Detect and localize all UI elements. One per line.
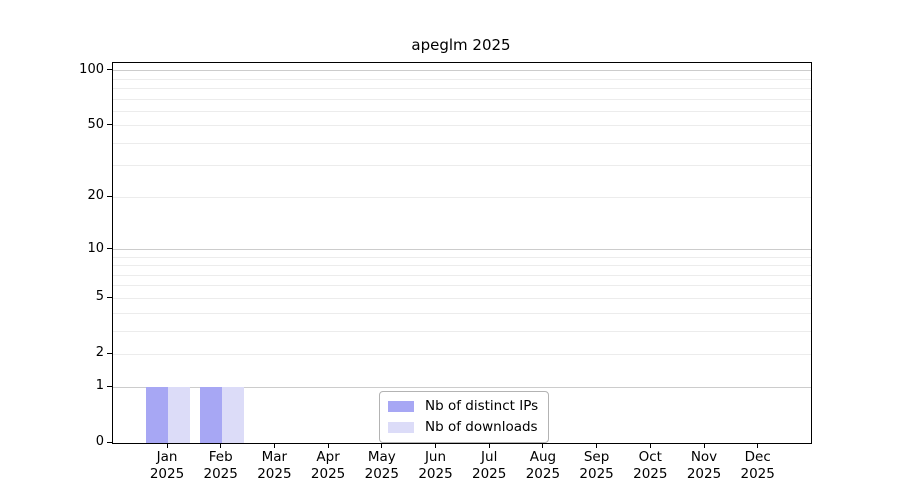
y-tick-label: 0 — [95, 434, 104, 449]
month-label: Jun — [424, 449, 447, 465]
major-gridline — [113, 249, 811, 251]
bar-downloads — [221, 387, 244, 443]
bar-downloads — [168, 387, 190, 443]
minor-gridline — [113, 297, 811, 299]
plot-area: Nb of distinct IPs Nb of downloads — [112, 62, 812, 444]
year-label: 2025 — [257, 466, 292, 482]
month-label: Nov — [690, 449, 718, 465]
month-label: Apr — [316, 449, 340, 465]
year-label: 2025 — [740, 466, 775, 482]
legend-row: Nb of downloads — [388, 419, 538, 435]
month-label: Jul — [481, 449, 498, 465]
minor-gridline — [113, 312, 811, 314]
minor-gridline — [113, 285, 811, 287]
chart-title: apeglm 2025 — [411, 36, 511, 54]
major-gridline — [113, 70, 811, 72]
year-label: 2025 — [472, 466, 507, 482]
x-tick-label: Mar 2025 — [242, 449, 306, 483]
year-label: 2025 — [310, 466, 346, 482]
minor-gridline — [113, 330, 811, 332]
minor-gridline — [113, 87, 811, 89]
legend-label: Nb of distinct IPs — [425, 398, 539, 414]
month-label: Sep — [583, 449, 610, 465]
legend-label: Nb of downloads — [425, 419, 538, 435]
x-axis-tick — [542, 443, 544, 448]
y-tick-label: 20 — [87, 188, 104, 204]
x-axis-tick — [327, 443, 329, 448]
x-axis-tick — [435, 443, 436, 448]
month-label: Jan — [156, 449, 178, 465]
minor-gridline — [113, 78, 811, 80]
year-label: 2025 — [418, 466, 453, 482]
month-label: Oct — [638, 449, 662, 465]
x-tick-label: Nov 2025 — [672, 449, 736, 483]
year-label: 2025 — [579, 466, 614, 482]
x-axis-tick — [703, 443, 705, 448]
y-axis-tick — [107, 385, 112, 387]
bar-distinct-ips — [146, 387, 168, 443]
x-tick-label: Feb 2025 — [189, 449, 253, 483]
legend-row: Nb of distinct IPs — [388, 398, 538, 414]
minor-gridline — [113, 142, 811, 144]
y-tick-label: 1 — [95, 378, 104, 394]
x-axis-tick — [488, 443, 490, 448]
legend: Nb of distinct IPs Nb of downloads — [379, 391, 550, 443]
month-label: Feb — [208, 449, 233, 465]
month-label: May — [367, 449, 396, 465]
y-axis-tick — [107, 195, 112, 197]
x-tick-label: Aug 2025 — [511, 449, 575, 483]
x-tick-label: Sep 2025 — [565, 449, 629, 483]
y-axis-tick — [107, 352, 112, 354]
major-gridline — [113, 386, 811, 388]
year-label: 2025 — [633, 466, 668, 482]
y-axis-tick — [107, 124, 112, 126]
x-tick-label: Jun 2025 — [404, 449, 468, 483]
minor-gridline — [113, 98, 811, 100]
x-tick-label: Jul 2025 — [457, 449, 521, 483]
y-tick-label: 100 — [79, 61, 104, 77]
x-axis-tick — [757, 443, 759, 448]
year-label: 2025 — [203, 466, 238, 482]
x-axis-tick — [381, 443, 383, 448]
y-tick-label: 10 — [87, 240, 104, 256]
x-tick-label: Apr 2025 — [296, 449, 360, 483]
x-axis-tick — [166, 443, 168, 448]
year-label: 2025 — [525, 466, 561, 482]
x-tick-label: Jan 2025 — [135, 449, 199, 483]
x-tick-label: Oct 2025 — [618, 449, 682, 483]
x-tick-label: Dec 2025 — [726, 449, 790, 483]
minor-gridline — [113, 256, 811, 258]
legend-swatch-icon — [388, 421, 414, 433]
y-axis-tick — [107, 441, 112, 443]
minor-gridline — [113, 125, 811, 127]
month-label: Mar — [261, 449, 288, 465]
y-tick-label: 2 — [95, 345, 104, 361]
minor-gridline — [113, 353, 811, 355]
bar-distinct-ips — [199, 387, 222, 443]
x-axis-tick — [273, 443, 275, 448]
minor-gridline — [113, 196, 811, 198]
minor-gridline — [113, 274, 811, 276]
minor-gridline — [113, 110, 811, 112]
month-label: Dec — [744, 449, 771, 465]
x-axis-tick — [649, 443, 651, 448]
x-axis-tick — [220, 443, 222, 448]
x-axis-tick — [596, 443, 598, 448]
x-tick-label: May 2025 — [350, 449, 414, 483]
y-axis-tick — [107, 296, 112, 298]
year-label: 2025 — [364, 466, 399, 482]
y-axis-tick — [107, 69, 112, 71]
y-axis-tick — [107, 248, 112, 250]
y-tick-label: 5 — [95, 289, 104, 305]
year-label: 2025 — [686, 466, 722, 482]
month-label: Aug — [529, 449, 557, 465]
minor-gridline — [113, 165, 811, 167]
legend-swatch-icon — [388, 400, 414, 412]
y-tick-label: 50 — [87, 116, 104, 132]
year-label: 2025 — [149, 466, 185, 482]
minor-gridline — [113, 265, 811, 267]
